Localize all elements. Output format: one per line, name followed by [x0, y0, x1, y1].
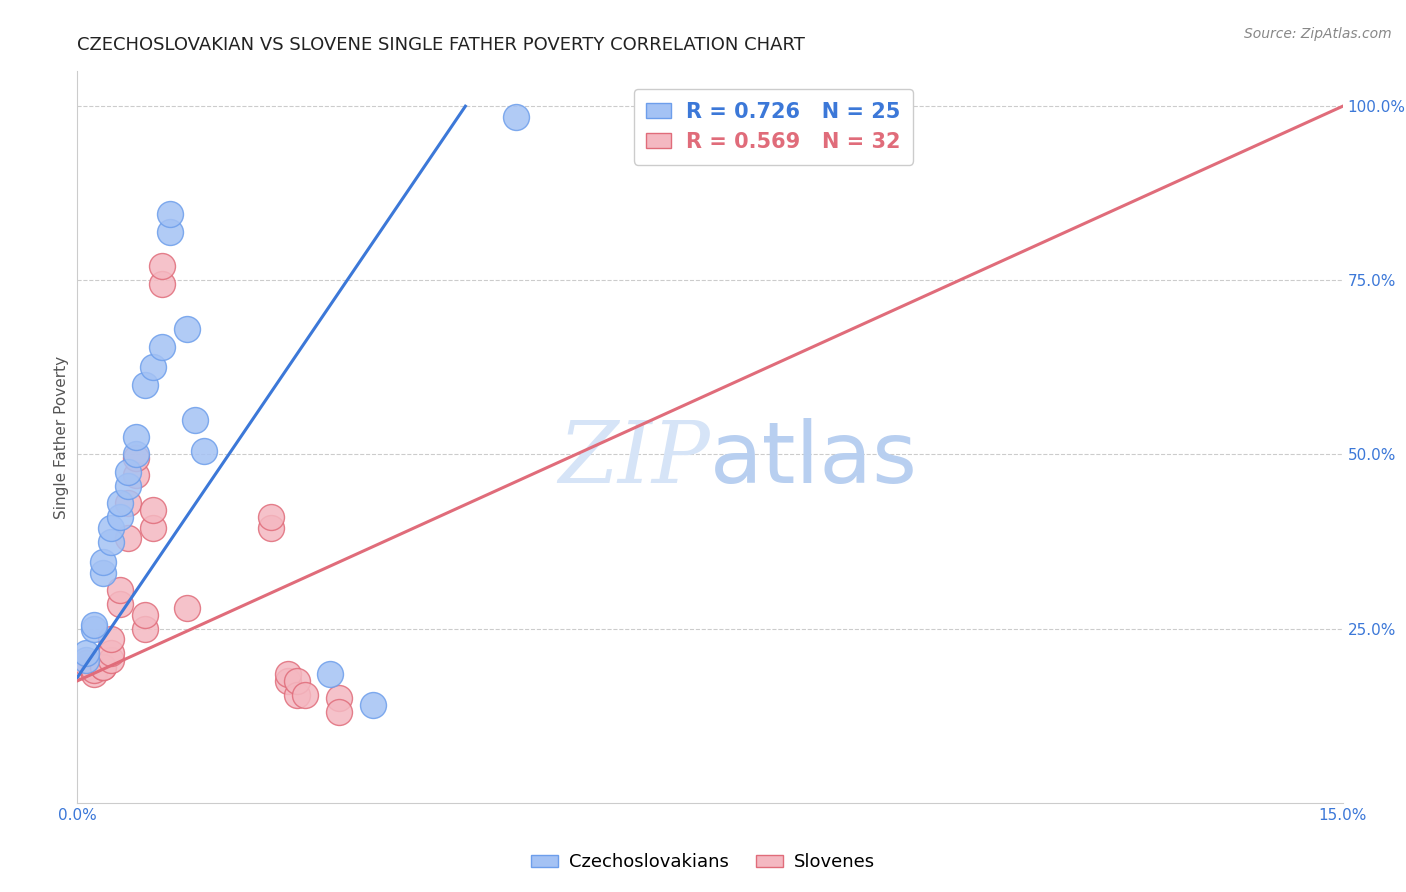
Point	[758, 110, 780, 124]
Point	[75, 653, 97, 667]
Point	[125, 468, 148, 483]
Point	[176, 600, 198, 615]
Point	[125, 448, 148, 462]
Point	[277, 673, 299, 688]
Point	[260, 521, 283, 535]
Point	[100, 521, 122, 535]
Point	[125, 430, 148, 444]
Point	[83, 622, 105, 636]
Y-axis label: Single Father Poverty: Single Father Poverty	[53, 356, 69, 518]
Point	[117, 496, 139, 510]
Point	[294, 688, 316, 702]
Point	[193, 444, 215, 458]
Point	[91, 660, 114, 674]
Point	[328, 705, 350, 719]
Point	[150, 277, 173, 291]
Point	[150, 339, 173, 353]
Point	[117, 531, 139, 545]
Point	[260, 510, 283, 524]
Point	[83, 667, 105, 681]
Point	[117, 465, 139, 479]
Point	[91, 660, 114, 674]
Point	[83, 664, 105, 678]
Legend: R = 0.726   N = 25, R = 0.569   N = 32: R = 0.726 N = 25, R = 0.569 N = 32	[634, 89, 912, 164]
Point	[100, 534, 122, 549]
Point	[150, 260, 173, 274]
Point	[184, 412, 207, 426]
Point	[100, 646, 122, 660]
Point	[176, 322, 198, 336]
Point	[117, 479, 139, 493]
Point	[100, 632, 122, 646]
Point	[159, 207, 181, 221]
Point	[142, 521, 165, 535]
Point	[134, 377, 156, 392]
Point	[361, 698, 384, 713]
Point	[285, 673, 308, 688]
Point	[319, 667, 342, 681]
Point	[75, 657, 97, 671]
Point	[142, 360, 165, 375]
Point	[125, 450, 148, 465]
Point	[91, 556, 114, 570]
Point	[328, 691, 350, 706]
Point	[108, 496, 131, 510]
Point	[75, 646, 97, 660]
Point	[100, 653, 122, 667]
Point	[505, 110, 527, 124]
Point	[277, 667, 299, 681]
Point	[285, 688, 308, 702]
Point	[91, 566, 114, 580]
Point	[108, 583, 131, 598]
Point	[134, 622, 156, 636]
Text: CZECHOSLOVAKIAN VS SLOVENE SINGLE FATHER POVERTY CORRELATION CHART: CZECHOSLOVAKIAN VS SLOVENE SINGLE FATHER…	[77, 36, 806, 54]
Text: atlas: atlas	[710, 417, 918, 500]
Legend: Czechoslovakians, Slovenes: Czechoslovakians, Slovenes	[524, 847, 882, 879]
Point	[108, 510, 131, 524]
Point	[83, 618, 105, 632]
Text: Source: ZipAtlas.com: Source: ZipAtlas.com	[1244, 27, 1392, 41]
Point	[159, 225, 181, 239]
Point	[108, 597, 131, 611]
Point	[142, 503, 165, 517]
Point	[75, 660, 97, 674]
Point	[134, 607, 156, 622]
Text: ZIP: ZIP	[558, 417, 710, 500]
